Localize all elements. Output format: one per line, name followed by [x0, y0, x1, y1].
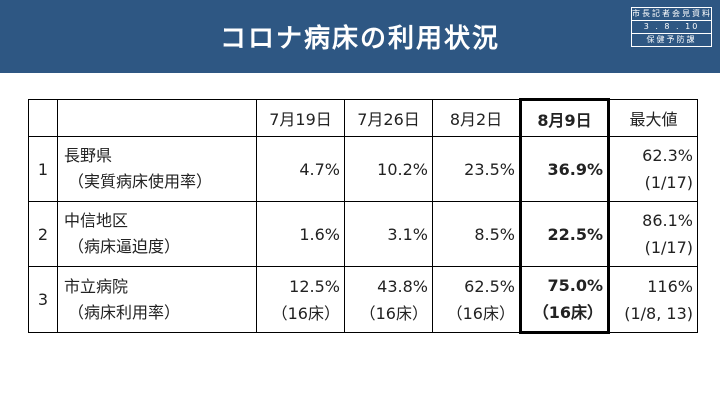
table-header-row: 7月19日 7月26日 8月2日 8月9日 最大値	[28, 98, 698, 137]
header-cell-blank	[57, 99, 257, 137]
row-name: 中信地区	[64, 211, 129, 230]
max-cell: 86.1% (1/17)	[608, 201, 698, 267]
value-cell-highlight: 75.0% （16床）	[519, 266, 610, 334]
row-name: 長野県	[64, 146, 113, 165]
value-cell-highlight: 22.5%	[519, 201, 610, 267]
column-header-max: 最大値	[608, 99, 698, 137]
row-subtitle: （病床逼迫度）	[68, 237, 181, 256]
value-beds: （16床）	[271, 303, 340, 323]
stamp-line-2: 3 . 8 . 10	[632, 21, 711, 34]
column-header-jul26: 7月26日	[344, 99, 433, 137]
row-number: 3	[28, 266, 58, 333]
page-title: コロナ病床の利用状況	[219, 24, 500, 54]
column-header-aug9: 8月9日	[519, 98, 610, 137]
value-beds: （16床）	[532, 303, 603, 322]
row-label: 長野県 （実質病床使用率）	[57, 136, 257, 202]
value-cell: 12.5% （16床）	[256, 266, 345, 333]
max-date: (1/17)	[644, 173, 693, 192]
table-row: 2 中信地区 （病床逼迫度） 1.6% 3.1% 8.5% 22.5% 86.1…	[28, 201, 698, 267]
max-cell: 116% (1/8, 13)	[608, 266, 698, 333]
value-cell: 3.1%	[344, 201, 433, 267]
press-material-stamp: 市長記者会見資料 3 . 8 . 10 保健予防課	[631, 7, 712, 47]
header-cell-blank	[28, 99, 58, 137]
max-date: (1/8, 13)	[624, 303, 693, 323]
max-value: 62.3%	[642, 146, 693, 165]
max-value: 86.1%	[642, 211, 693, 230]
value-percent: 43.8%	[377, 276, 428, 296]
column-header-jul19: 7月19日	[256, 99, 345, 137]
stamp-line-1: 市長記者会見資料	[632, 8, 711, 21]
max-date: (1/17)	[644, 238, 693, 257]
stamp-line-3: 保健予防課	[646, 35, 697, 44]
row-number: 1	[28, 136, 58, 202]
table-row: 1 長野県 （実質病床使用率） 4.7% 10.2% 23.5% 36.9% 6…	[28, 136, 698, 202]
value-cell: 23.5%	[432, 136, 521, 202]
value-beds: （16床）	[359, 303, 428, 323]
row-subtitle: （実質病床使用率）	[68, 172, 213, 191]
value-cell: 8.5%	[432, 201, 521, 267]
value-percent: 12.5%	[289, 276, 340, 296]
row-name: 市立病院	[64, 276, 129, 296]
header-banner: コロナ病床の利用状況 市長記者会見資料 3 . 8 . 10 保健予防課	[0, 0, 720, 73]
value-percent: 62.5%	[464, 276, 515, 296]
max-value: 116%	[647, 276, 693, 296]
value-cell-highlight: 36.9%	[519, 136, 610, 202]
value-cell: 10.2%	[344, 136, 433, 202]
bed-usage-table: 7月19日 7月26日 8月2日 8月9日 最大値 1 長野県 （実質病床使用率…	[28, 98, 698, 334]
value-percent: 75.0%	[547, 276, 603, 295]
row-label: 市立病院 （病床利用率）	[57, 266, 257, 333]
row-label: 中信地区 （病床逼迫度）	[57, 201, 257, 267]
value-cell: 1.6%	[256, 201, 345, 267]
row-number: 2	[28, 201, 58, 267]
value-beds: （16床）	[446, 303, 515, 323]
value-cell: 43.8% （16床）	[344, 266, 433, 333]
value-cell: 4.7%	[256, 136, 345, 202]
row-subtitle: （病床利用率）	[68, 302, 181, 322]
max-cell: 62.3% (1/17)	[608, 136, 698, 202]
column-header-aug2: 8月2日	[432, 99, 521, 137]
table-row: 3 市立病院 （病床利用率） 12.5% （16床） 43.8% （16床） 6…	[28, 266, 698, 334]
value-cell: 62.5% （16床）	[432, 266, 521, 333]
